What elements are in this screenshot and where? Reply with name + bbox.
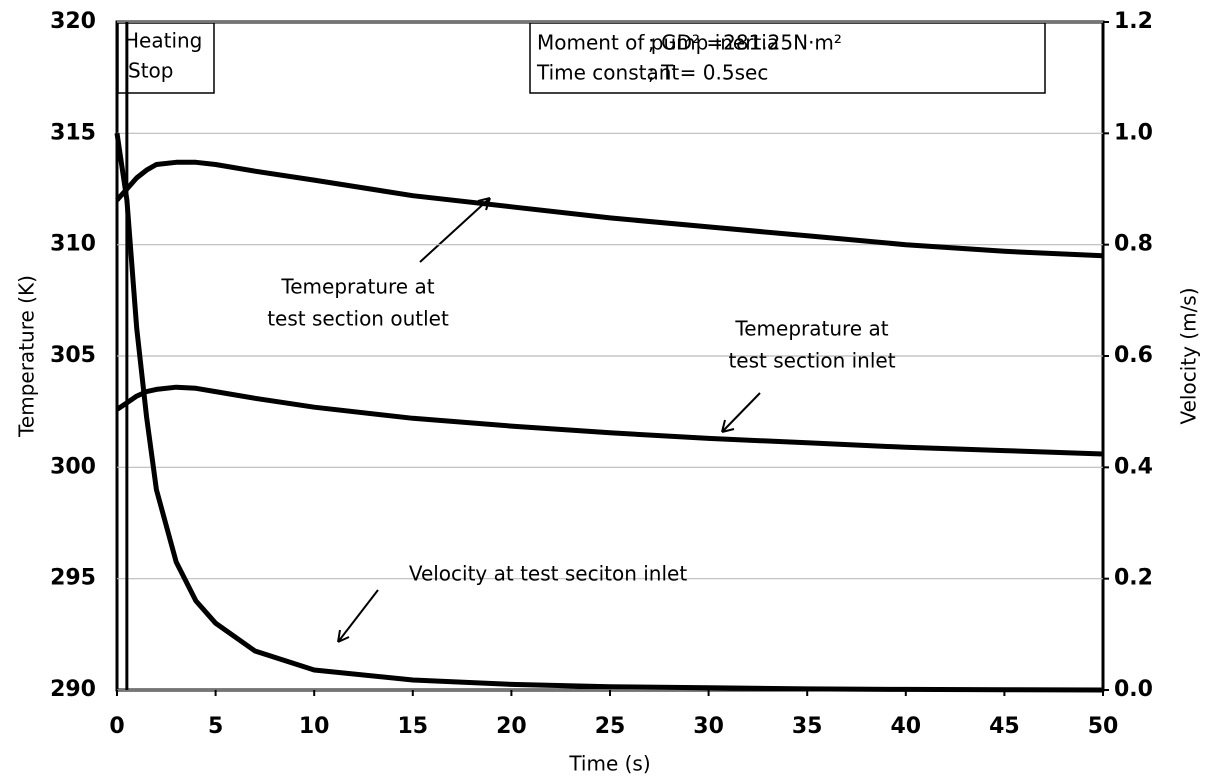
x-axis-label: Time (s): [568, 752, 650, 776]
heating-box: [117, 22, 215, 94]
series-label: test section outlet: [267, 307, 449, 331]
y-tick-label: 315: [50, 120, 96, 145]
y2-axis-label: Velocity (m/s): [1177, 287, 1201, 424]
y2-tick-label: 0.4: [1114, 454, 1153, 479]
y-axis-label: Temperature (K): [15, 275, 39, 438]
y-tick-label: 300: [50, 454, 96, 479]
note-text: Moment of pump inertia: [537, 31, 779, 55]
x-tick-label: 30: [693, 714, 724, 739]
note-box: [529, 22, 1046, 94]
series-label: Temeprature at: [734, 317, 888, 341]
x-tick-label: 0: [109, 714, 124, 739]
note-text: Time constant: [536, 61, 679, 85]
x-tick-label: 10: [299, 714, 330, 739]
arrow: [337, 589, 379, 643]
heating-stop-label: Stop: [128, 59, 173, 83]
x-tick-label: 15: [397, 714, 428, 739]
y-tick-label: 290: [50, 677, 96, 702]
note-text: ; T = 0.5sec: [648, 61, 768, 85]
series-line: [115, 159, 1104, 259]
y-tick-label: 305: [50, 343, 96, 368]
y2-tick-label: 0.8: [1114, 232, 1153, 257]
series-label: test section inlet: [728, 349, 895, 373]
series-line: [114, 132, 1104, 693]
y2-tick-label: 0.6: [1114, 343, 1153, 368]
y2-tick-label: 0.0: [1114, 677, 1153, 702]
note-text: ; GD² =281.25N·m²: [648, 31, 842, 55]
x-tick-label: 40: [890, 714, 921, 739]
y-tick-label: 320: [50, 9, 96, 34]
y2-tick-label: 1.0: [1114, 120, 1153, 145]
arrow: [419, 197, 491, 263]
y-tick-label: 295: [50, 566, 96, 591]
x-tick-label: 20: [496, 714, 527, 739]
series-label: Temeprature at: [280, 275, 434, 299]
y2-tick-label: 1.2: [1114, 9, 1153, 34]
y-tick-label: 310: [50, 232, 96, 257]
series-label: Velocity at test seciton inlet: [409, 562, 688, 586]
x-tick-label: 50: [1088, 714, 1119, 739]
x-tick-label: 5: [208, 714, 223, 739]
arrow: [721, 392, 761, 433]
x-tick-label: 35: [792, 714, 823, 739]
x-tick-label: 25: [595, 714, 626, 739]
y2-tick-label: 0.2: [1114, 566, 1153, 591]
x-tick-label: 45: [989, 714, 1020, 739]
series-line: [115, 384, 1104, 457]
heating-stop-label: Heating: [124, 29, 202, 53]
